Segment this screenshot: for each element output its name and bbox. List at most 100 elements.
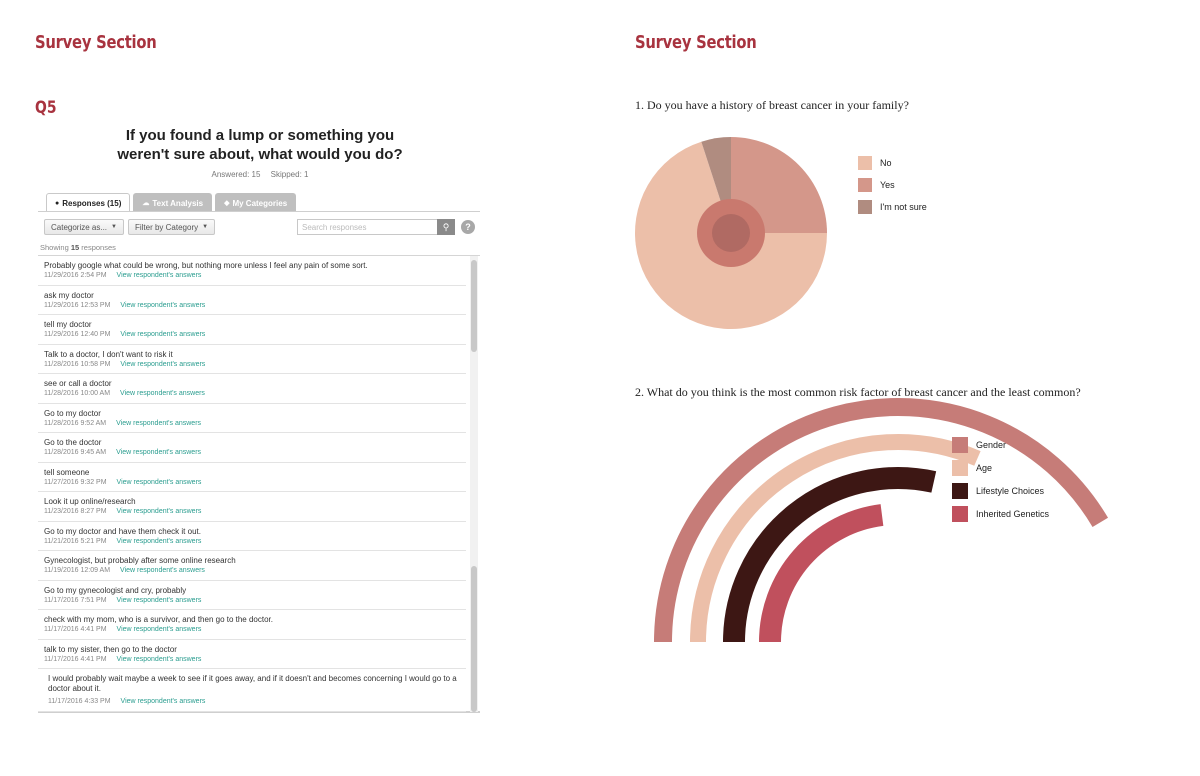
response-meta: 11/28/2016 10:58 PM View respondent's ans… — [44, 361, 205, 368]
help-button[interactable]: ? — [461, 220, 475, 234]
response-text: talk to my sister, then go to the doctor — [44, 644, 177, 654]
pie-center-dot — [712, 214, 750, 252]
view-answers-link[interactable]: View respondent's answers — [120, 698, 206, 705]
radial-bar-inherited-genetics — [759, 504, 884, 643]
skipped-count: Skipped: 1 — [270, 170, 309, 179]
pie-legend-item: Yes — [858, 178, 895, 192]
response-text: see or call a doctor — [44, 379, 112, 388]
radial-legend-swatch — [952, 506, 968, 522]
list-item: Go to my gynecologist and cry, probably 1… — [38, 581, 466, 610]
view-answers-link[interactable]: View respondent's answers — [116, 655, 202, 663]
chart2-question: 2. What do you think is the most common … — [635, 385, 1081, 399]
response-meta: 11/27/2016 9:32 PM View respondent's answ… — [44, 479, 201, 486]
categorize-label: Categorize as... — [51, 222, 108, 232]
response-date: 11/28/2016 10:58 PM — [44, 360, 111, 368]
radial-legend-item: Lifestyle Choices — [952, 483, 1044, 499]
list-item: Go to the doctor 11/28/2016 9:45 AM View r… — [38, 433, 466, 463]
search-button[interactable]: ⚲ — [437, 219, 455, 235]
response-meta: 11/21/2016 5:21 PM View respondent's answ… — [44, 538, 201, 545]
response-text: Look it up online/research — [44, 497, 136, 506]
response-date: 11/28/2016 10:00 AM — [44, 390, 111, 397]
radial-legend-swatch — [952, 460, 968, 476]
tab-my-categories[interactable]: ◆ My Categories — [215, 193, 297, 212]
scrollbar[interactable] — [470, 256, 478, 712]
answered-count: Answered: 15 — [211, 170, 261, 179]
left-section-title: Survey Section — [35, 32, 157, 53]
response-meta: 11/29/2016 2:54 PM View respondent's answ… — [44, 272, 201, 279]
view-answers-link[interactable]: View respondent's answers — [116, 596, 202, 604]
view-answers-link[interactable]: View respondent's answers — [116, 419, 202, 427]
view-answers-link[interactable]: View respondent's answers — [120, 331, 206, 338]
response-text: I would probably wait maybe a week to se… — [48, 674, 457, 693]
speech-bubble-icon: ● — [55, 199, 60, 207]
radial-legend-item: Age — [952, 460, 992, 476]
response-text: Go to the doctor — [44, 438, 102, 447]
view-answers-link[interactable]: View respondent's answers — [116, 449, 202, 456]
response-meta: 11/29/2016 12:40 PM View respondent's ans… — [44, 331, 205, 338]
response-text: tell someone — [44, 467, 90, 477]
tab-my-categories-label: My Categories — [232, 198, 288, 208]
response-text: Go to my doctor — [44, 408, 101, 418]
pie-chart — [635, 137, 827, 329]
list-item: tell my doctor 11/29/2016 12:40 PM View re… — [38, 315, 466, 345]
list-item: Gynecologist, but probably after some on… — [38, 551, 466, 581]
view-answers-link[interactable]: View respondent's answers — [120, 360, 206, 368]
view-answers-link[interactable]: View respondent's answers — [120, 567, 205, 574]
view-answers-link[interactable]: View respondent's answers — [116, 508, 202, 515]
view-answers-link[interactable]: View respondent's answers — [116, 626, 202, 633]
help-icon: ? — [465, 222, 471, 232]
list-item: Go to my doctor and have them check it o… — [38, 522, 466, 551]
response-list: Probably google what could be wrong, but… — [38, 255, 480, 713]
showing-number: 15 — [70, 243, 80, 252]
tabbar-divider — [38, 211, 480, 212]
response-date: 11/27/2016 9:32 PM — [44, 478, 107, 486]
response-date: 11/19/2016 12:09 AM — [44, 567, 111, 574]
question-text: If you found a lump or something you wer… — [117, 127, 403, 163]
response-text: tell my doctor — [44, 320, 92, 329]
response-meta: 11/28/2016 9:52 AM View respondent's answ… — [44, 420, 201, 427]
pie-legend-label: No — [880, 158, 892, 168]
categorize-dropdown[interactable]: Categorize as... ▼ — [44, 219, 124, 235]
response-date: 11/17/2016 4:33 PM — [48, 698, 111, 705]
list-item: see or call a doctor 11/28/2016 10:00 AM V… — [38, 374, 466, 404]
response-meta: 11/17/2016 4:41 PM View respondent's answ… — [44, 626, 201, 633]
scrollbar-thumb[interactable] — [471, 260, 477, 352]
view-answers-link[interactable]: View respondent's answers — [116, 478, 202, 486]
list-item: Look it up online/research 11/23/2016 8:2… — [38, 492, 466, 522]
response-date: 11/21/2016 5:21 PM — [44, 537, 107, 545]
radial-legend-item: Inherited Genetics — [952, 506, 1049, 522]
response-meta: 11/28/2016 9:45 AM View respondent's answ… — [44, 449, 201, 456]
showing-prefix: Showing — [40, 243, 71, 252]
response-text: Probably google what could be wrong, but… — [44, 261, 368, 270]
radial-legend-swatch — [952, 437, 968, 453]
radial-bar-gender — [654, 398, 1109, 643]
list-item: Talk to a doctor, I don't want to risk i… — [38, 345, 466, 374]
view-answers-link[interactable]: View respondent's answers — [120, 301, 206, 309]
search-input[interactable] — [297, 219, 437, 235]
pie-legend-swatch — [858, 200, 872, 214]
list-item: tell someone 11/27/2016 9:32 PM View respo… — [38, 463, 466, 492]
view-answers-link[interactable]: View respondent's answers — [116, 272, 202, 279]
list-item: check with my mom, who is a survivor, an… — [38, 610, 466, 640]
view-answers-link[interactable]: View respondent's answers — [116, 537, 202, 545]
response-meta: 11/28/2016 10:00 AM View respondent's ans… — [44, 390, 205, 397]
scrollbar-thumb-lower[interactable] — [471, 566, 477, 712]
response-date: 11/17/2016 4:41 PM — [44, 626, 107, 633]
response-text: Go to my gynecologist and cry, probably — [44, 585, 187, 595]
radial-legend-swatch — [952, 483, 968, 499]
list-item: Probably google what could be wrong, but… — [38, 256, 466, 286]
tab-responses[interactable]: ● Responses (15) — [46, 193, 131, 212]
view-answers-link[interactable]: View respondent's answers — [120, 390, 205, 397]
pie-legend-label: I'm not sure — [880, 202, 927, 212]
response-meta: 11/23/2016 8:27 PM View respondent's answ… — [44, 508, 201, 515]
radial-bar-lifestyle-choices — [723, 467, 937, 643]
question-label: Q5 — [35, 98, 57, 118]
filter-dropdown[interactable]: Filter by Category ▼ — [127, 219, 216, 235]
response-text: ask my doctor — [44, 290, 94, 300]
search-box: ⚲ — [297, 219, 455, 235]
tab-text-analysis[interactable]: ☁ Text Analysis — [133, 193, 213, 212]
response-meta: 11/17/2016 4:41 PM View respondent's answ… — [44, 656, 201, 663]
answer-stats: Answered: 15 Skipped: 1 — [40, 170, 480, 179]
pie-legend-swatch — [858, 178, 872, 192]
response-tabs: ● Responses (15) ☁ Text Analysis ◆ My Ca… — [46, 193, 297, 212]
